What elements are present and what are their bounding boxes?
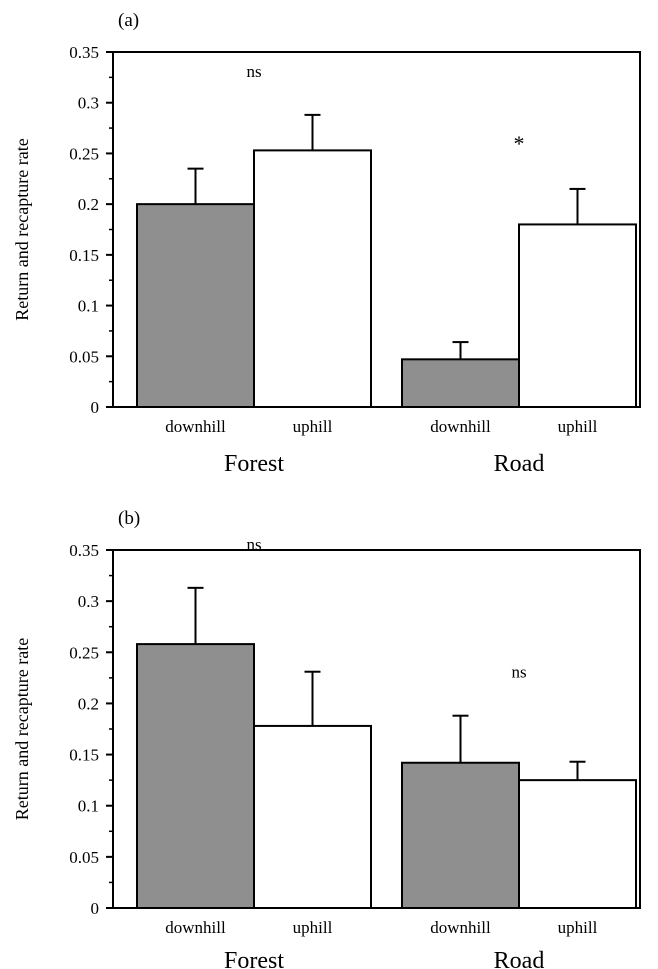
category-label: uphill [558, 918, 598, 937]
bar-uphill [253, 724, 372, 910]
category-label: uphill [293, 918, 333, 937]
category-label: uphill [558, 417, 598, 436]
y-axis-title: Return and recapture rate [12, 638, 32, 820]
bar-downhill [401, 358, 520, 409]
group-label: Road [494, 948, 545, 969]
group-label: Road [494, 451, 545, 477]
category-label: downhill [430, 918, 491, 937]
bar-downhill [136, 643, 255, 909]
y-axis-title: Return and recapture rate [12, 138, 32, 320]
group-label: Forest [224, 948, 284, 969]
y-tick-label: 0.1 [78, 797, 99, 816]
bar-uphill [518, 779, 637, 910]
y-tick-label: 0.25 [69, 643, 99, 662]
y-tick-label: 0.1 [78, 297, 99, 316]
y-tick-label: 0 [91, 398, 100, 417]
y-tick-label: 0.05 [69, 848, 99, 867]
bar-downhill [136, 203, 255, 408]
panel-label: (b) [118, 508, 140, 529]
significance-annotation: * [514, 131, 525, 156]
group-label: Forest [224, 451, 284, 477]
bar-uphill [518, 223, 637, 408]
category-label: uphill [293, 417, 333, 436]
significance-annotation: ns [246, 62, 261, 81]
panel-label: (a) [118, 10, 139, 31]
bar-uphill [253, 149, 372, 408]
y-tick-label: 0.3 [78, 94, 99, 113]
y-tick-label: 0.3 [78, 592, 99, 611]
significance-annotation: ns [511, 663, 526, 682]
y-tick-label: 0.2 [78, 195, 99, 214]
y-tick-label: 0.15 [69, 246, 99, 265]
y-tick-label: 0.25 [69, 144, 99, 163]
y-tick-label: 0.2 [78, 694, 99, 713]
y-tick-label: 0.05 [69, 347, 99, 366]
bar-downhill [401, 761, 520, 909]
category-label: downhill [165, 918, 226, 937]
category-label: downhill [430, 417, 491, 436]
y-tick-label: 0 [91, 899, 100, 918]
y-tick-label: 0.35 [69, 43, 99, 62]
category-label: downhill [165, 417, 226, 436]
y-tick-label: 0.35 [69, 541, 99, 560]
y-tick-label: 0.15 [69, 746, 99, 765]
